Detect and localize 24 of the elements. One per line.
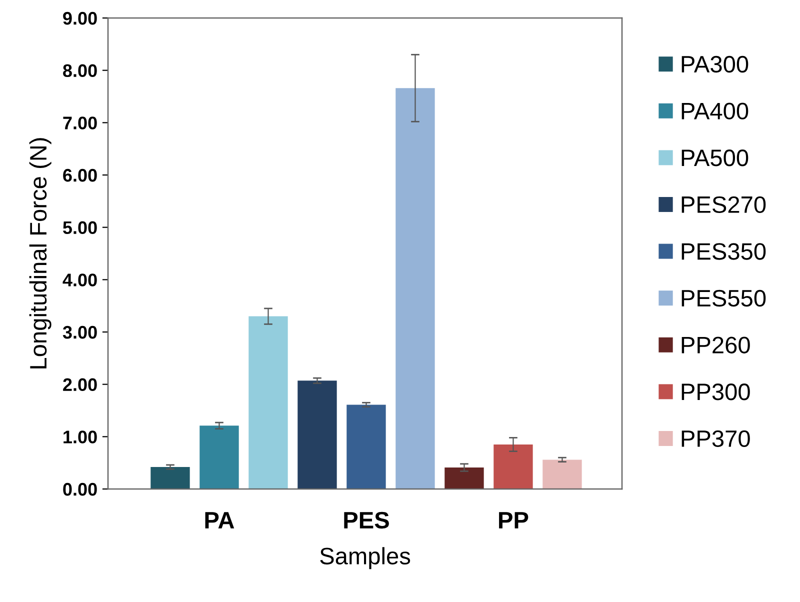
x-tick-label: PA bbox=[205, 512, 234, 528]
y-tick-label: 9.00 bbox=[63, 12, 97, 25]
legend-label: PP260 bbox=[682, 336, 750, 354]
legend-label: PA300 bbox=[682, 56, 748, 73]
y-tick-label: 8.00 bbox=[63, 64, 97, 78]
legend-label: PA400 bbox=[682, 102, 748, 120]
legend-label: PES270 bbox=[682, 196, 766, 214]
x-tick-label: PP bbox=[499, 512, 528, 528]
y-axis-title: Longitudinal Force (N) bbox=[29, 138, 52, 368]
y-tick-label: 3.00 bbox=[62, 326, 97, 339]
legend-label: PES550 bbox=[682, 290, 766, 307]
y-tick-label: 4.00 bbox=[62, 274, 97, 286]
legend-label: PA500 bbox=[682, 150, 748, 166]
y-tick-label: 1.00 bbox=[64, 430, 97, 444]
y-tick-label: 0.00 bbox=[63, 482, 97, 496]
x-tick-label: PES bbox=[344, 512, 389, 529]
y-tick-label: 2.00 bbox=[63, 378, 97, 392]
legend-label: PP300 bbox=[682, 384, 750, 400]
x-axis-title: Samples bbox=[320, 547, 410, 570]
legend-label: PP370 bbox=[682, 430, 750, 448]
y-tick-label: 7.00 bbox=[63, 116, 97, 130]
y-tick-label: 5.00 bbox=[63, 221, 97, 234]
legend-label: PES350 bbox=[682, 243, 766, 260]
y-tick-label: 6.00 bbox=[63, 168, 97, 182]
